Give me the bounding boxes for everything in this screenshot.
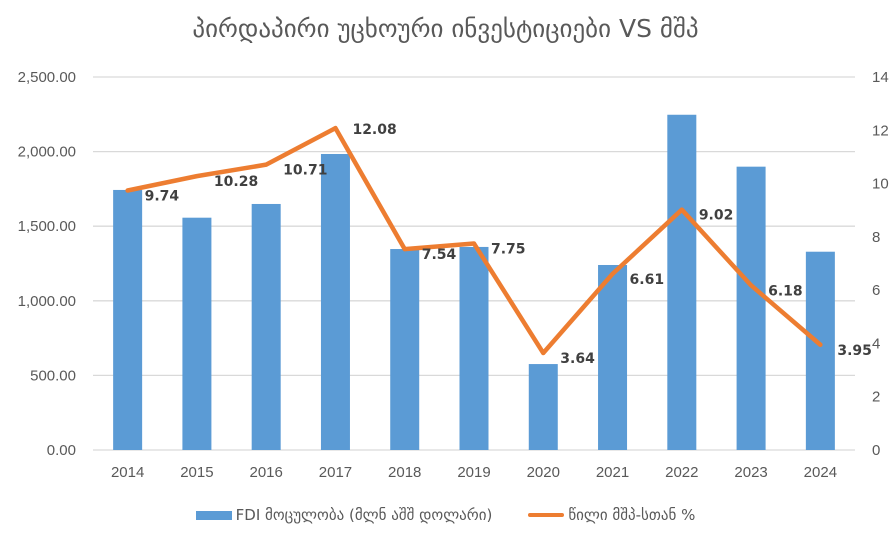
x-tick-label: 2023: [734, 464, 767, 481]
y-left-tick-label: 0.00: [47, 442, 76, 459]
line-point: [749, 283, 754, 288]
line-point: [610, 271, 615, 276]
y-right-tick-label: 2: [872, 389, 880, 406]
line-point: [472, 241, 476, 246]
x-tick-label: 2017: [319, 464, 352, 481]
y-left-tick-label: 1,000.00: [18, 293, 76, 310]
x-tick-label: 2019: [457, 464, 490, 481]
line-point: [402, 247, 407, 252]
legend-label-fdi: FDI მოცულობა (მლნ აშშ დოლარი): [235, 506, 493, 524]
line-point: [194, 174, 199, 179]
y-right-tick-label: 8: [872, 229, 880, 246]
line-point: [818, 342, 823, 347]
data-label: 10.71: [283, 163, 327, 179]
line-point: [125, 188, 130, 193]
bar: [251, 203, 281, 450]
legend-swatch-bar: [195, 510, 232, 520]
bar: [182, 217, 212, 450]
legend-label-gdp-share: წილი მშპ-სთან %: [568, 506, 696, 524]
x-tick-label: 2016: [249, 464, 282, 481]
y-right-tick-label: 6: [872, 282, 880, 299]
x-tick-label: 2014: [111, 464, 144, 481]
line-point: [264, 162, 269, 167]
y-right-tick-label: 12: [872, 122, 889, 139]
x-tick-label: 2018: [388, 464, 421, 481]
bar: [736, 166, 766, 451]
bar: [667, 114, 697, 451]
y-left-tick-label: 2,500.00: [18, 69, 76, 86]
x-tick-label: 2021: [596, 464, 629, 481]
data-label: 6.61: [630, 272, 665, 288]
bar: [320, 153, 350, 451]
bar: [390, 249, 420, 450]
x-tick-label: 2024: [804, 464, 837, 481]
data-label: 9.02: [699, 208, 734, 224]
data-label: 9.74: [145, 188, 180, 204]
chart-title: პირდაპირი უცხოური ინვესტიციები VS მშპ: [192, 14, 699, 43]
x-tick-label: 2022: [665, 464, 698, 481]
y-right-tick-label: 10: [872, 176, 889, 193]
line-point: [541, 351, 546, 356]
data-label: 7.75: [491, 242, 526, 258]
x-tick-label: 2020: [527, 464, 560, 481]
legend-item-fdi[interactable]: FDI მოცულობა (მლნ აშშ დოლარი): [195, 506, 493, 524]
data-label: 6.18: [768, 283, 803, 299]
bar: [113, 189, 143, 450]
line-point: [333, 126, 338, 131]
bar: [528, 364, 558, 450]
y-right-tick-label: 4: [872, 335, 880, 352]
y-right-tick-label: 0: [872, 442, 880, 459]
bar: [459, 246, 489, 450]
y-left-tick-label: 500.00: [30, 367, 76, 384]
legend: FDI მოცულობა (მლნ აშშ დოლარი) წილი მშპ-ს…: [0, 506, 891, 524]
y-right-tick-label: 14: [872, 69, 889, 86]
data-label: 7.54: [422, 247, 457, 263]
data-label: 12.08: [352, 122, 396, 138]
x-tick-label: 2015: [180, 464, 213, 481]
legend-swatch-line: [528, 513, 565, 517]
line-point: [679, 207, 684, 212]
data-label: 3.95: [837, 343, 872, 359]
legend-item-gdp-share[interactable]: წილი მშპ-სთან %: [528, 506, 695, 524]
data-label: 3.64: [560, 351, 595, 367]
bar: [805, 251, 835, 450]
bar: [598, 264, 628, 450]
y-left-tick-label: 2,000.00: [18, 144, 76, 161]
data-label: 10.28: [214, 174, 258, 190]
y-left-tick-label: 1,500.00: [18, 218, 76, 235]
